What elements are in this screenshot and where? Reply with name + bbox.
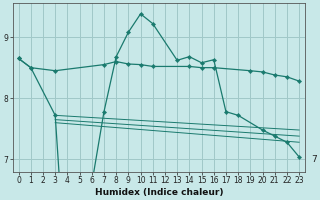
Text: 7: 7 bbox=[311, 155, 316, 164]
X-axis label: Humidex (Indice chaleur): Humidex (Indice chaleur) bbox=[95, 188, 223, 197]
